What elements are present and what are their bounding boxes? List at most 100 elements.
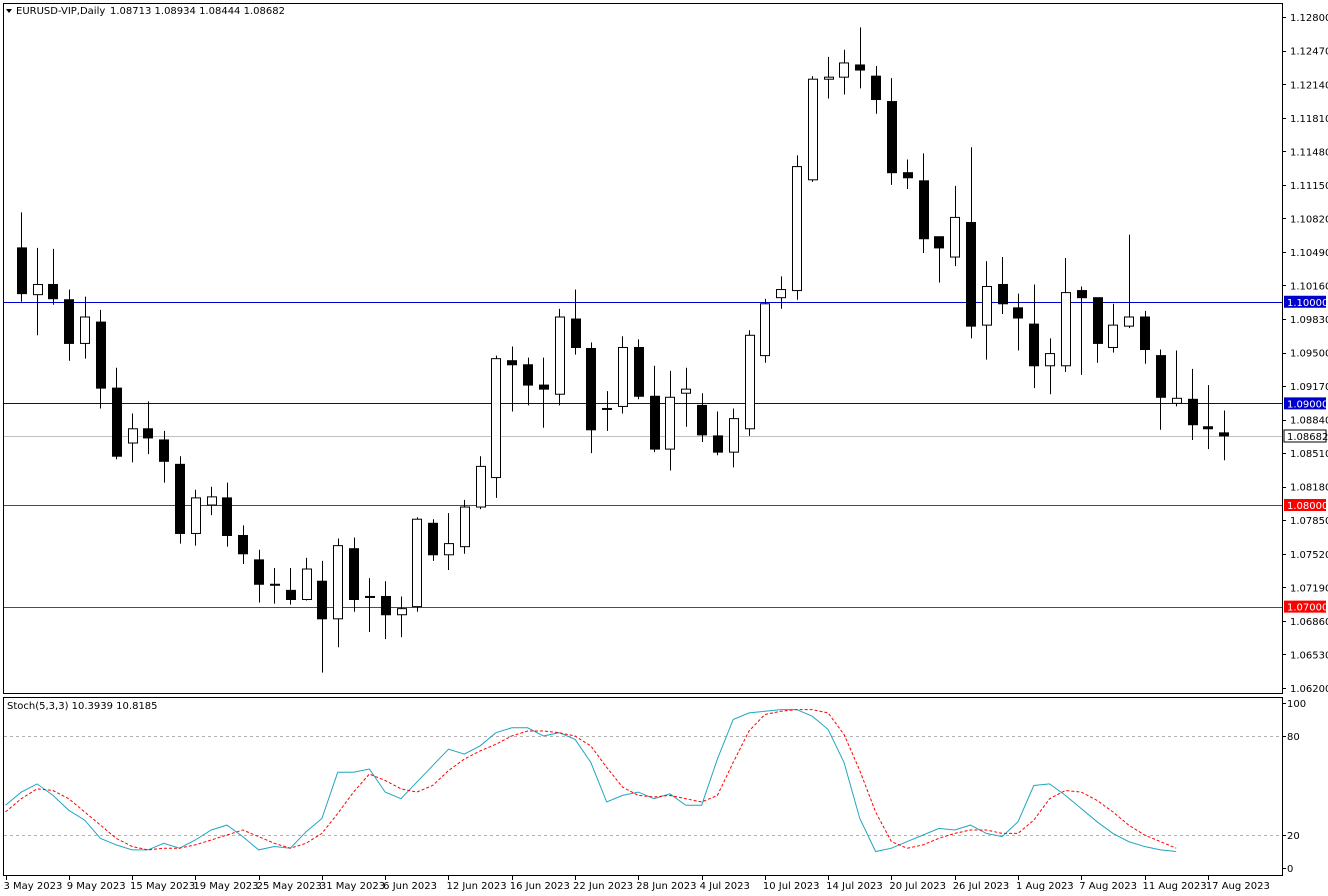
- candle-body-bear: [919, 180, 929, 240]
- candle-body-bear: [697, 404, 707, 436]
- candle-13: [207, 486, 217, 516]
- candle-body-bear: [143, 428, 153, 439]
- candle-10: [159, 430, 169, 483]
- candle-76: [1203, 385, 1213, 450]
- time-tick-label: 26 Jul 2023: [953, 881, 1010, 892]
- candle-body-bear: [903, 172, 913, 179]
- candle-body-bear: [650, 395, 660, 450]
- price-tick-label: 1.10490: [1290, 248, 1328, 259]
- candle-67: [1061, 258, 1071, 372]
- candle-body-bull: [665, 396, 675, 450]
- candle-body-bull: [950, 216, 960, 258]
- candle-73: [1156, 349, 1166, 430]
- candle-body-bull: [982, 286, 992, 326]
- stoch-pane-frame: [3, 697, 1283, 876]
- candle-body-bear: [381, 595, 391, 616]
- candle-27: [428, 519, 438, 561]
- price-tick-label: 1.06860: [1290, 617, 1328, 628]
- candle-37: [586, 342, 596, 454]
- candle-body-bear: [428, 522, 438, 556]
- candle-body-bull: [207, 496, 217, 506]
- candle-body-bear: [317, 580, 327, 620]
- candle-24: [381, 581, 391, 640]
- time-tick-label: 17 Aug 2023: [1206, 881, 1270, 892]
- level-tag-0: [1284, 295, 1326, 308]
- candle-body-bear: [713, 435, 723, 453]
- candle-38: [602, 391, 612, 431]
- candle-body-bear: [871, 75, 881, 101]
- candle-28: [444, 513, 454, 571]
- price-tick-label: 1.10160: [1290, 281, 1328, 292]
- candle-47: [745, 330, 755, 436]
- candle-8: [128, 413, 138, 463]
- candle-26: [412, 517, 422, 612]
- candle-12: [191, 489, 201, 546]
- candle-body-bull: [191, 497, 201, 534]
- level-tag-2: [1284, 498, 1326, 511]
- candle-body-bull: [824, 76, 834, 80]
- candle-body-bull: [412, 518, 422, 608]
- candle-body-bear: [96, 321, 106, 389]
- candle-body-bear: [64, 299, 74, 344]
- price-tick-label: 1.10820: [1290, 214, 1328, 225]
- time-tick-label: 31 May 2023: [320, 881, 385, 892]
- candle-body-bear: [539, 384, 549, 390]
- time-tick-label: 16 Jun 2023: [510, 881, 570, 892]
- price-tick-label: 1.06200: [1290, 684, 1328, 695]
- candle-body-bear: [887, 101, 897, 174]
- price-tick-label: 1.11150: [1290, 181, 1328, 192]
- candle-63: [998, 257, 1008, 314]
- candle-33: [523, 357, 533, 406]
- candle-body-bull: [792, 166, 802, 292]
- candle-body-bull: [760, 303, 770, 357]
- candle-31: [491, 355, 501, 498]
- level-tag-3: [1284, 600, 1326, 613]
- time-tick-label: 14 Jul 2023: [826, 881, 883, 892]
- candle-body-bull: [776, 289, 786, 299]
- candle-body-bear: [1029, 323, 1039, 367]
- candle-19: [302, 557, 312, 601]
- candle-body-bull: [444, 543, 454, 556]
- time-tick-label: 22 Jun 2023: [573, 881, 633, 892]
- stoch-tick-label: 20: [1287, 831, 1300, 842]
- candle-body-bull: [618, 346, 628, 407]
- candle-46: [729, 408, 739, 468]
- candle-62: [982, 261, 992, 360]
- candle-74: [1172, 350, 1182, 407]
- candle-body-bull: [1061, 292, 1071, 367]
- candle-30: [476, 456, 486, 510]
- candle-77: [1219, 410, 1229, 461]
- candle-9: [143, 401, 153, 455]
- candle-48: [760, 298, 770, 363]
- candle-39: [618, 336, 628, 414]
- candlesticks: [17, 27, 1229, 673]
- candle-60: [950, 185, 960, 267]
- candle-body-bull: [555, 316, 565, 395]
- candle-23: [365, 578, 375, 633]
- symbol-dropdown-icon[interactable]: [6, 9, 12, 13]
- candle-body-bull: [365, 595, 375, 598]
- time-tick-label: 4 Jul 2023: [700, 881, 750, 892]
- price-tick-label: 1.07190: [1290, 583, 1328, 594]
- candle-16: [254, 549, 264, 603]
- price-tick-label: 1.09830: [1290, 315, 1328, 326]
- price-tick-label: 1.06530: [1290, 650, 1328, 661]
- candle-42: [665, 370, 675, 471]
- price-axis: 1.12800 1.12470 1.12140 1.11810 1.11480 1.111…: [1282, 13, 1328, 695]
- candle-body-bear: [48, 283, 58, 300]
- stoch-tick-label: 0: [1287, 864, 1293, 875]
- candle-body-bear: [998, 283, 1008, 305]
- candle-body-bull: [80, 316, 90, 344]
- candle-70: [1108, 303, 1118, 353]
- candle-68: [1077, 286, 1087, 375]
- candle-body-bull: [128, 428, 138, 444]
- time-tick-label: 6 Jun 2023: [383, 881, 437, 892]
- candle-32: [507, 346, 517, 412]
- time-tick-label: 19 May 2023: [193, 881, 258, 892]
- candle-body-bull: [602, 407, 612, 410]
- stoch-levels: [4, 736, 1282, 836]
- price-tick-label: 1.12470: [1290, 47, 1328, 58]
- price-tick-label: 1.11810: [1290, 114, 1328, 125]
- candle-body-bull: [1108, 324, 1118, 348]
- stoch-axis: 100 80 20 0: [1282, 699, 1306, 875]
